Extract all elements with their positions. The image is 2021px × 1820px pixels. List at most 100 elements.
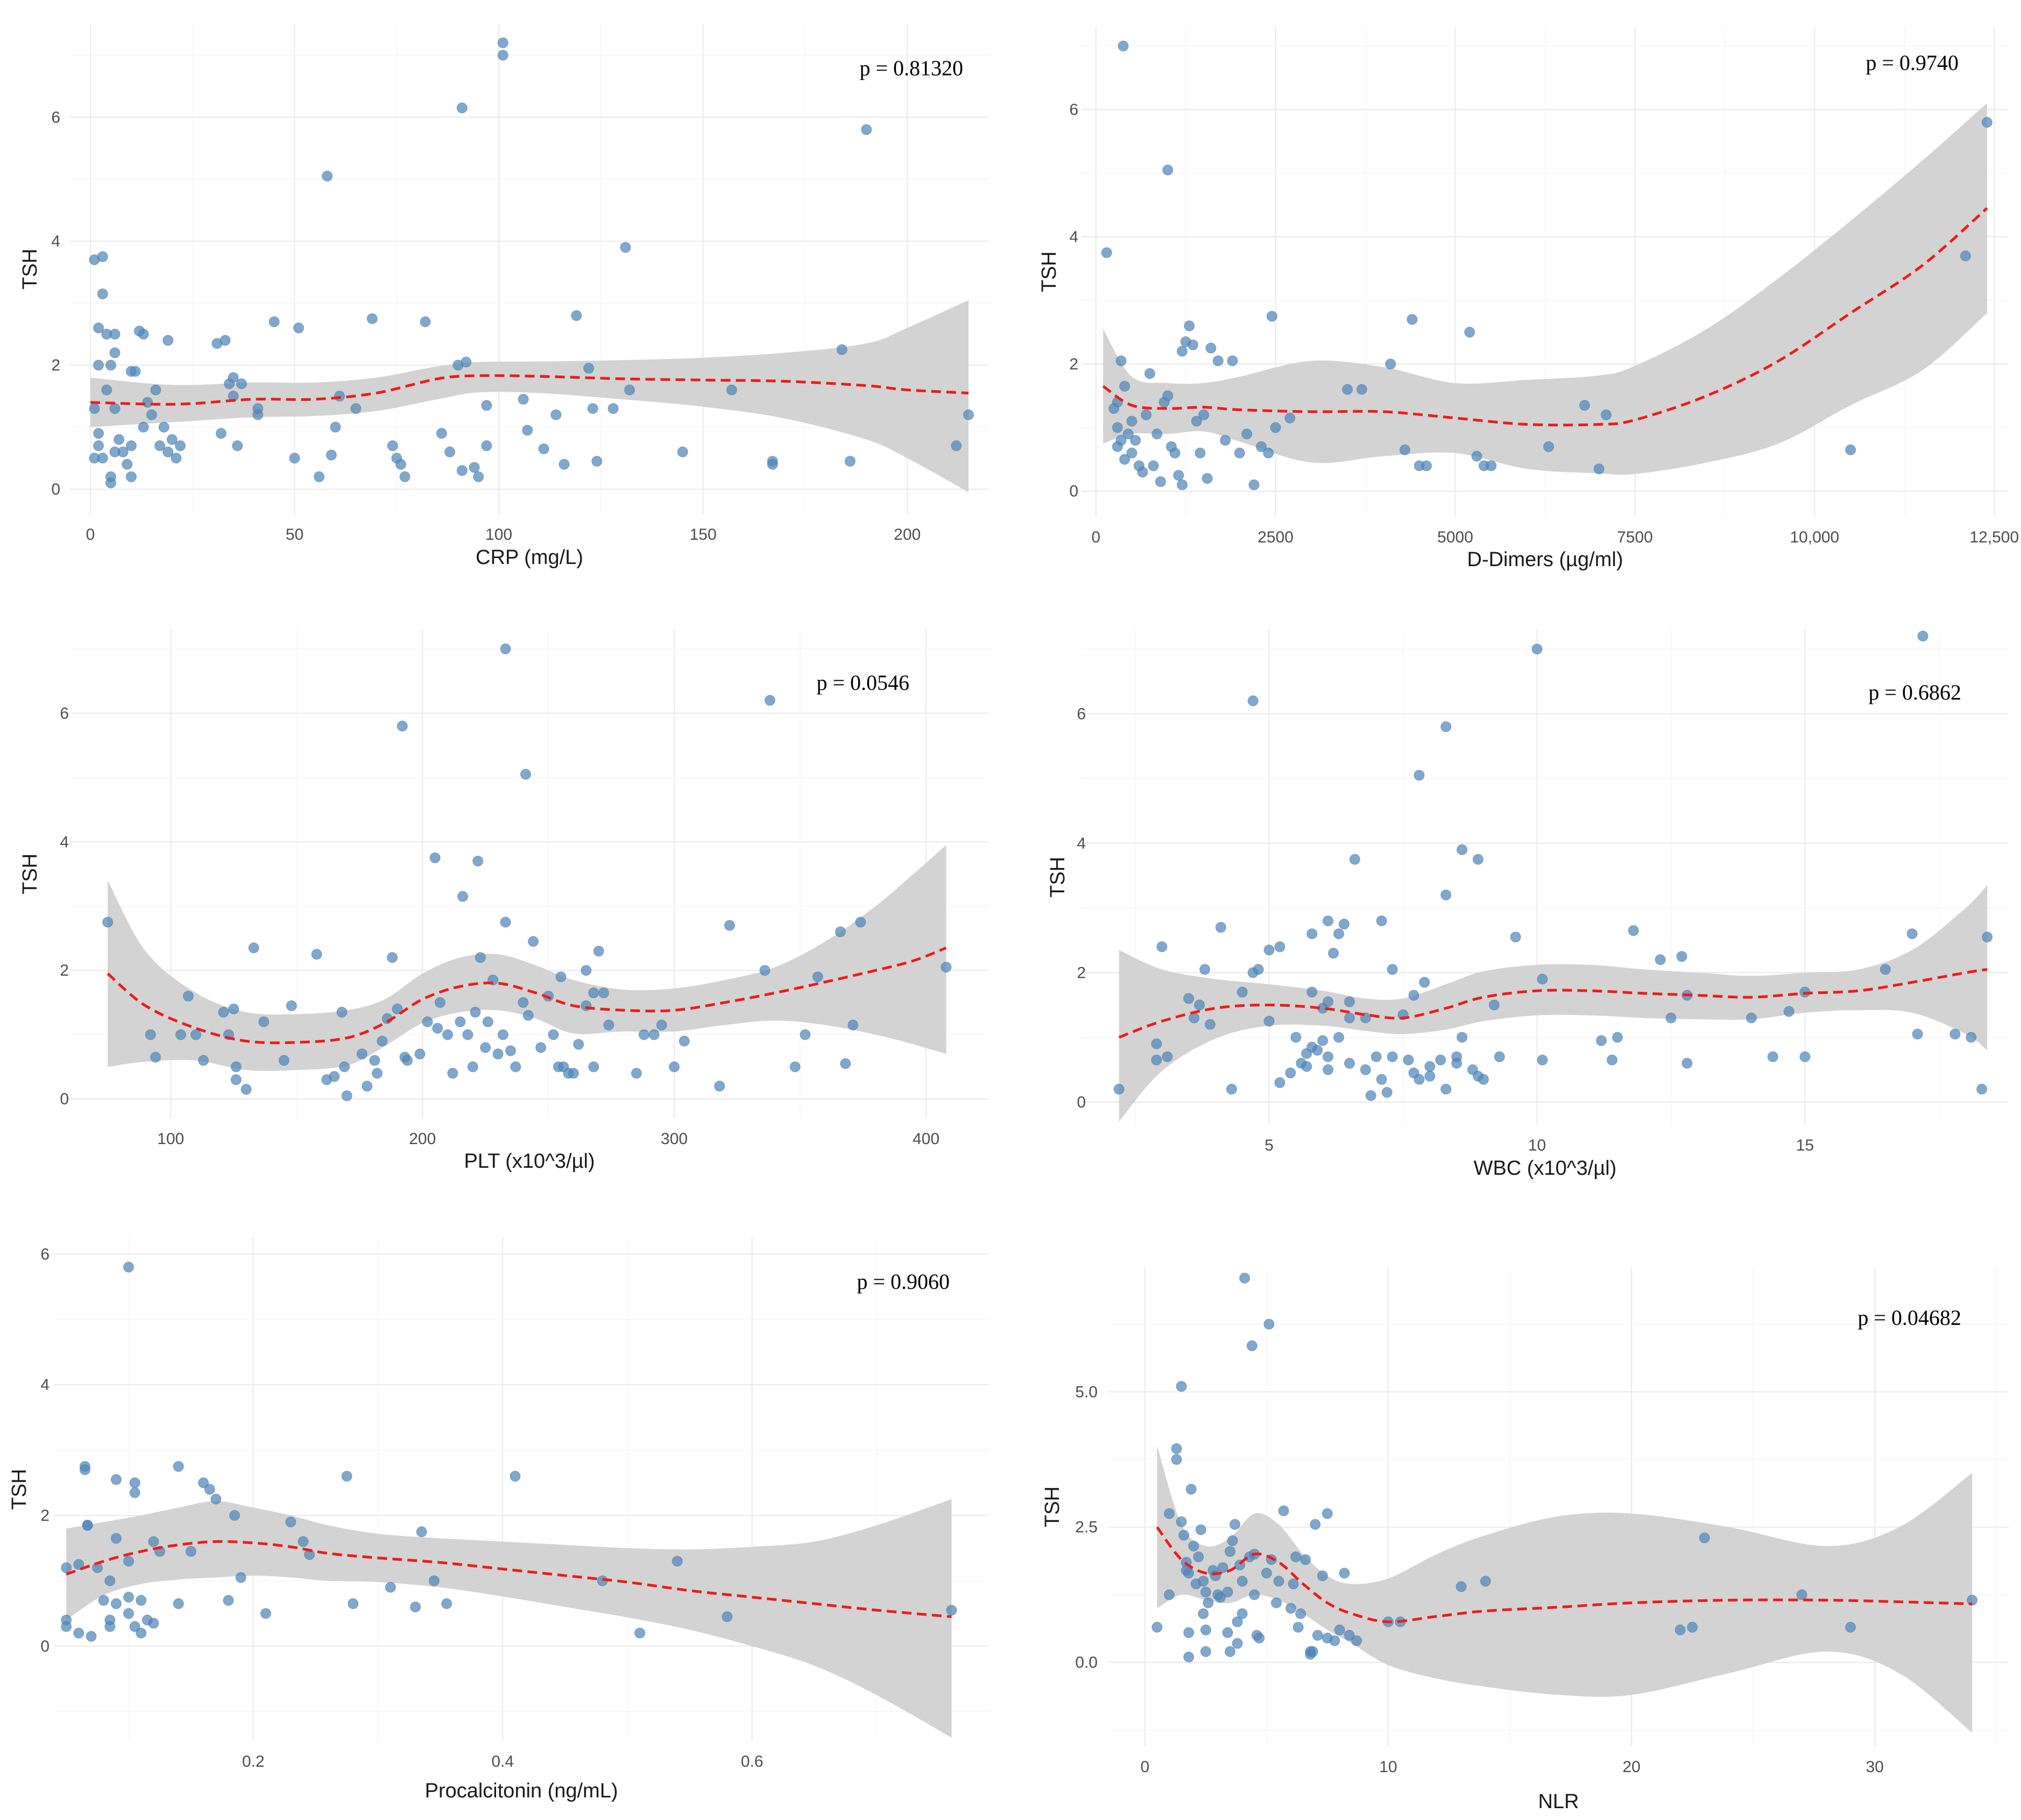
data-point <box>1440 1083 1452 1095</box>
data-point <box>538 443 549 455</box>
smooth-trend-line <box>107 947 947 1045</box>
data-point <box>447 1068 458 1079</box>
data-point <box>456 465 468 476</box>
data-point <box>835 926 846 937</box>
data-point <box>568 1068 579 1079</box>
data-point <box>1285 1603 1297 1614</box>
data-point <box>1173 470 1184 481</box>
data-point <box>571 310 582 321</box>
data-point <box>714 1081 725 1092</box>
data-point <box>726 384 737 396</box>
data-point <box>941 962 952 973</box>
data-point <box>1290 1551 1302 1562</box>
data-point <box>1284 412 1296 424</box>
data-point <box>93 322 104 334</box>
data-point <box>129 1477 140 1489</box>
chart-panel-bottom-left: 0.2 0.4 0.6 0 2 4 6 Procalcitonin (ng/mL) TSH p =… <box>8 1238 989 1802</box>
data-point <box>1300 1554 1311 1565</box>
data-point <box>631 1068 642 1079</box>
data-point <box>1248 479 1260 490</box>
data-point <box>522 1010 534 1021</box>
data-point <box>591 456 603 467</box>
data-point <box>97 251 108 262</box>
data-point <box>241 1084 252 1095</box>
y-tick-label: 4 <box>60 833 69 851</box>
data-point <box>286 1000 297 1011</box>
data-point <box>1292 1621 1304 1633</box>
data-point <box>1285 1067 1296 1078</box>
data-point <box>535 1042 547 1053</box>
data-point <box>341 1471 352 1482</box>
data-point <box>1122 428 1134 440</box>
data-points <box>1113 631 1993 1101</box>
smooth-trend-line <box>1118 968 1988 1039</box>
data-point <box>142 397 153 408</box>
data-point <box>1543 441 1554 452</box>
data-point <box>951 440 962 452</box>
data-point <box>722 1611 733 1623</box>
data-point <box>420 316 431 327</box>
data-point <box>436 428 447 439</box>
data-point <box>1274 941 1285 953</box>
data-point <box>1333 928 1345 940</box>
x-axis-title: Procalcitonin (ng/mL) <box>425 1780 618 1802</box>
data-point <box>230 1074 242 1085</box>
data-point <box>1263 1318 1275 1330</box>
data-point <box>341 1090 352 1102</box>
data-point <box>1387 964 1398 975</box>
data-point <box>1344 1629 1355 1641</box>
data-point <box>1767 1051 1778 1062</box>
data-point <box>1440 890 1452 901</box>
data-point <box>1381 1087 1393 1098</box>
p-value-annotation: p = 0.9060 <box>857 1269 950 1294</box>
y-tick-label: 4 <box>1069 228 1078 246</box>
data-point <box>1194 999 1205 1011</box>
data-point <box>1537 974 1548 985</box>
data-point <box>258 1016 270 1027</box>
data-point <box>82 1520 93 1531</box>
smooth-trend-line <box>90 374 969 406</box>
data-point <box>1981 117 1992 128</box>
data-point <box>1510 932 1521 943</box>
data-point <box>1665 1012 1677 1024</box>
x-axis-title: NLR <box>1538 1790 1579 1813</box>
data-point <box>289 453 300 464</box>
data-point <box>1278 1505 1289 1516</box>
data-point <box>1323 915 1334 927</box>
data-point <box>232 440 243 452</box>
data-point <box>1607 1054 1617 1066</box>
chart-panel-middle-left: 100 200 300 400 0 2 4 6 PLT (x10^3/µl) TSH p = 0.0… <box>19 630 989 1173</box>
data-point <box>1155 476 1166 487</box>
data-point <box>104 1621 116 1632</box>
data-point <box>528 936 539 947</box>
data-point <box>1195 1524 1206 1535</box>
data-point <box>1274 1077 1285 1088</box>
data-point <box>385 1582 396 1593</box>
data-point <box>1424 1061 1436 1072</box>
data-point <box>1339 919 1349 930</box>
data-point <box>1601 409 1612 420</box>
x-tick-label: 300 <box>661 1130 688 1148</box>
data-point <box>1200 1624 1211 1635</box>
data-point <box>1323 1051 1334 1062</box>
data-point <box>1119 454 1130 465</box>
data-point <box>1328 948 1339 959</box>
data-point <box>1183 1652 1195 1663</box>
data-point <box>182 991 194 1001</box>
x-axis-title: WBC (x10^3/µl) <box>1474 1157 1617 1180</box>
data-point <box>397 721 408 732</box>
smooth-trend-line <box>1156 1526 1973 1624</box>
x-tick-label: 5 <box>1264 1137 1274 1154</box>
data-point <box>1164 1589 1175 1600</box>
data-point <box>1185 1484 1197 1495</box>
data-point <box>1370 1051 1382 1062</box>
data-point <box>1144 368 1155 379</box>
data-point <box>1845 444 1856 455</box>
data-point <box>348 1598 359 1609</box>
data-point <box>1271 1597 1282 1609</box>
data-point <box>581 965 592 976</box>
y-tick-label: 0 <box>1077 1094 1086 1111</box>
data-point <box>61 1621 72 1632</box>
data-point <box>588 987 599 998</box>
data-point <box>434 997 446 1008</box>
